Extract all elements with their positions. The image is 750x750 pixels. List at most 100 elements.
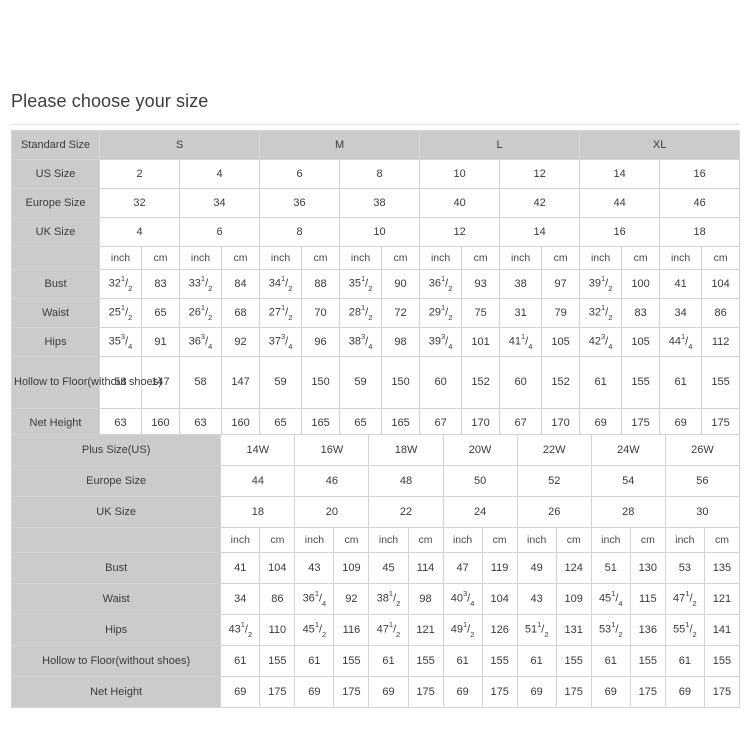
- row-europe-size: Europe Size 32 34 36 38 40 42 44 46: [11, 188, 741, 218]
- cell-bust-cm: 88: [301, 269, 341, 299]
- unit-header-cm: cm: [621, 246, 661, 270]
- cell-hollow-to-floor-cm: 155: [703, 645, 741, 677]
- cell-hollow-to-floor-cm: 155: [333, 645, 370, 677]
- cell-waist-cm: 68: [220, 298, 261, 328]
- cell-bust-cm: 104: [259, 552, 296, 584]
- cell-uk-size: 18: [220, 496, 296, 528]
- cell-us-size: 10: [419, 159, 501, 189]
- cell-waist-inch: 451/4: [590, 583, 631, 615]
- cell-hips-inch: 431/2: [220, 614, 261, 646]
- cell-hollow-to-floor-cm: 150: [381, 356, 421, 409]
- cell-hollow-to-floor-inch: 59: [339, 356, 383, 409]
- cell-hips-inch: 451/2: [294, 614, 335, 646]
- cell-hollow-to-floor-inch: 61: [442, 645, 483, 677]
- cell-europe-size: 38: [339, 188, 421, 218]
- cell-net-height-inch: 63: [179, 408, 222, 438]
- cell-hollow-to-floor-inch: 60: [419, 356, 463, 409]
- cell-net-height-cm: 175: [555, 676, 592, 708]
- row-uk-size: UK Size 18 20 22 24 26 28 30: [10, 496, 741, 528]
- row-label-bust: Bust: [11, 269, 100, 299]
- unit-header-inch: inch: [516, 527, 557, 553]
- cell-bust-cm: 93: [461, 269, 501, 299]
- row-label-hollow-to-floor: Hollow to Floor(without shoes): [11, 356, 162, 409]
- cell-bust-inch: 53: [664, 552, 705, 584]
- cell-europe-size: 54: [590, 465, 666, 497]
- cell-us-size: 14: [579, 159, 661, 189]
- row-bust: Bust 321/2 83 331/2 84 341/2 88 351/2 90 361/2 93 3…: [11, 269, 741, 299]
- cell-bust-inch: 41: [659, 269, 703, 299]
- row-waist: Waist 251/2 65 261/2 68 271/2 70 281/2 72 291/2 75…: [11, 298, 741, 328]
- cell-waist-inch: 271/2: [259, 298, 303, 328]
- cell-bust-cm: 114: [407, 552, 444, 584]
- cell-waist-cm: 65: [141, 298, 180, 328]
- row-hips: Hips 353/4 91 363/4 92 373/4 96 383/4 98 393/4 101…: [11, 327, 741, 357]
- cell-hollow-to-floor-inch: 61: [579, 356, 623, 409]
- row-label-europe-size: Europe Size: [10, 465, 222, 497]
- cell-bust-inch: 43: [294, 552, 335, 584]
- cell-net-height-cm: 175: [333, 676, 370, 708]
- cell-plus-size: 14W: [220, 434, 296, 466]
- cell-waist-cm: 109: [555, 583, 592, 615]
- cell-hips-cm: 136: [629, 614, 666, 646]
- cell-uk-size: 24: [442, 496, 518, 528]
- cell-europe-size: 32: [99, 188, 180, 218]
- cell-europe-size: 44: [220, 465, 296, 497]
- cell-net-height-inch: 69: [659, 408, 703, 438]
- cell-waist-inch: 261/2: [179, 298, 222, 328]
- cell-us-size: 12: [499, 159, 581, 189]
- cell-bust-cm: 119: [481, 552, 518, 584]
- cell-hips-cm: 91: [141, 327, 180, 357]
- cell-uk-size: 16: [579, 217, 661, 247]
- row-standard-size: Standard Size S M L XL: [11, 130, 741, 160]
- size-group-m: M: [259, 130, 421, 160]
- cell-waist-inch: 361/4: [294, 583, 335, 615]
- unit-header-inch: inch: [368, 527, 409, 553]
- cell-uk-size: 8: [259, 217, 341, 247]
- cell-bust-inch: 51: [590, 552, 631, 584]
- row-hollow-to-floor: Hollow to Floor(without shoes) 58 147 58 147…: [11, 356, 741, 409]
- unit-header-cm: cm: [703, 527, 741, 553]
- cell-hollow-to-floor-inch: 61: [220, 645, 261, 677]
- cell-waist-cm: 70: [301, 298, 341, 328]
- row-us-size: US Size 2 4 6 8 10 12 14 16: [11, 159, 741, 189]
- cell-hips-cm: 121: [407, 614, 444, 646]
- title-divider: [11, 124, 740, 125]
- row-label-net-height: Net Height: [10, 676, 222, 708]
- cell-bust-inch: 361/2: [419, 269, 463, 299]
- unit-header-inch: inch: [419, 246, 463, 270]
- cell-europe-size: 52: [516, 465, 592, 497]
- standard-size-table: Standard Size S M L XL US Size 2 4 6 8 10 12 14 16 Eur…: [11, 130, 741, 438]
- cell-hollow-to-floor-inch: 60: [499, 356, 543, 409]
- cell-net-height-inch: 69: [220, 676, 261, 708]
- cell-net-height-inch: 69: [516, 676, 557, 708]
- cell-bust-inch: 41: [220, 552, 261, 584]
- cell-hips-cm: 116: [333, 614, 370, 646]
- row-label-hollow-to-floor: Hollow to Floor(without shoes): [10, 645, 222, 677]
- cell-hips-cm: 141: [703, 614, 741, 646]
- cell-bust-cm: 100: [621, 269, 661, 299]
- cell-us-size: 16: [659, 159, 741, 189]
- row-label-waist: Waist: [11, 298, 100, 328]
- cell-hollow-to-floor-cm: 152: [461, 356, 501, 409]
- cell-plus-size: 16W: [294, 434, 370, 466]
- cell-hips-inch: 441/4: [659, 327, 703, 357]
- cell-waist-cm: 92: [333, 583, 370, 615]
- cell-europe-size: 46: [294, 465, 370, 497]
- cell-uk-size: 18: [659, 217, 741, 247]
- cell-europe-size: 40: [419, 188, 501, 218]
- cell-uk-size: 26: [516, 496, 592, 528]
- cell-hips-cm: 98: [381, 327, 421, 357]
- row-label-uk-size: UK Size: [11, 217, 100, 247]
- cell-bust-cm: 130: [629, 552, 666, 584]
- plus-size-table: Plus Size(US) 14W 16W 18W 20W 22W 24W 26W Europe…: [10, 434, 741, 708]
- row-units: inch cm inch cm inch cm inch cm inch cm inch cm inch…: [11, 246, 741, 270]
- cell-net-height-inch: 69: [590, 676, 631, 708]
- row-uk-size: UK Size 4 6 8 10 12 14 16 18: [11, 217, 741, 247]
- cell-net-height-inch: 65: [339, 408, 383, 438]
- cell-hips-inch: 373/4: [259, 327, 303, 357]
- cell-net-height-cm: 175: [407, 676, 444, 708]
- row-europe-size: Europe Size 44 46 48 50 52 54 56: [10, 465, 741, 497]
- cell-uk-size: 30: [664, 496, 741, 528]
- size-group-s: S: [98, 130, 261, 160]
